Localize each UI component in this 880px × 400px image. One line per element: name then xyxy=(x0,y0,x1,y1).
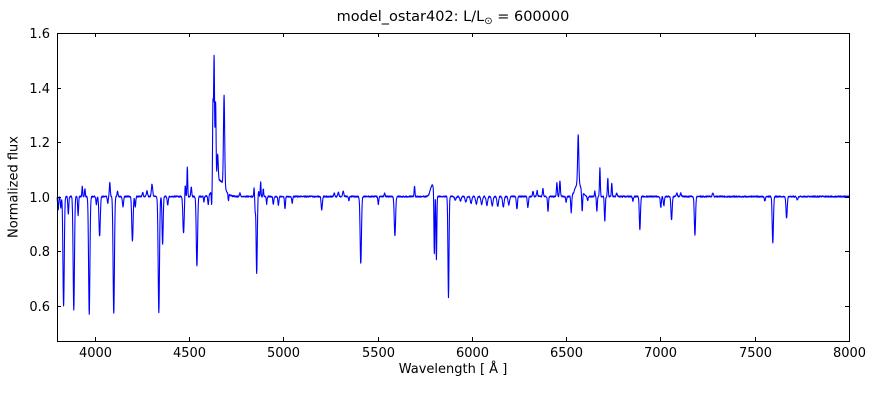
x-axis-label: Wavelength [ Å ] xyxy=(398,362,508,377)
y-tick-label: 0.8 xyxy=(29,245,50,260)
x-tick-label: 5000 xyxy=(267,346,300,361)
plot-border xyxy=(57,33,850,342)
y-axis-label: Normalized flux xyxy=(6,136,22,238)
x-tick-label: 8000 xyxy=(833,346,866,361)
y-tick-label: 1.6 xyxy=(29,27,50,42)
x-tick-label: 6000 xyxy=(456,346,489,361)
x-tick-label: 6500 xyxy=(550,346,583,361)
x-tick-label: 4500 xyxy=(173,346,206,361)
y-tick-label: 1.2 xyxy=(29,136,50,151)
x-tick-label: 7000 xyxy=(644,346,677,361)
x-tick-label: 5500 xyxy=(362,346,395,361)
spectrum-line xyxy=(56,54,850,315)
x-tick-label: 4000 xyxy=(79,346,112,361)
y-tick-label: 1.0 xyxy=(29,191,50,206)
x-tick-label: 7500 xyxy=(739,346,772,361)
chart-title-prefix: model_ostar402: L/L xyxy=(336,9,485,25)
y-tick-label: 1.4 xyxy=(29,82,50,97)
sun-symbol: ⊙ xyxy=(484,16,493,27)
chart-title: model_ostar402: L/L⊙ = 600000 xyxy=(57,9,849,27)
y-tick-label: 0.6 xyxy=(29,300,50,315)
chart-title-suffix: = 600000 xyxy=(492,9,570,25)
